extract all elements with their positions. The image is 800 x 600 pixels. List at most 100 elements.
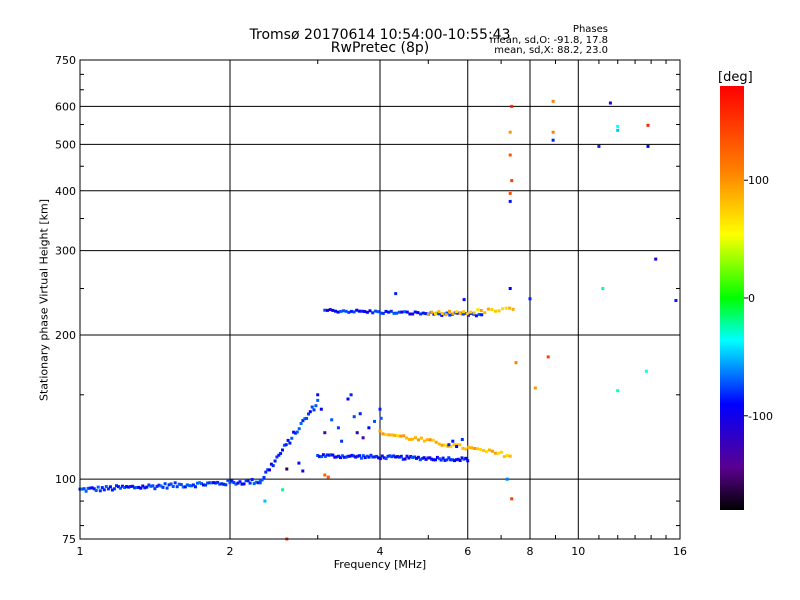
data-point <box>171 485 175 488</box>
data-point <box>390 433 394 437</box>
data-point <box>426 313 430 316</box>
data-point <box>356 454 360 458</box>
data-point <box>360 309 364 313</box>
data-point <box>342 309 345 313</box>
data-point <box>361 454 365 458</box>
data-point <box>408 437 412 441</box>
data-point <box>448 309 451 313</box>
data-point <box>299 422 303 425</box>
data-point <box>185 483 189 487</box>
data-point <box>413 455 417 459</box>
data-point <box>228 481 232 485</box>
data-point <box>447 456 451 460</box>
data-point <box>546 355 550 359</box>
data-point <box>405 310 409 314</box>
data-point <box>384 433 388 437</box>
data-point <box>286 438 290 442</box>
data-point <box>181 485 185 489</box>
data-point <box>396 434 400 438</box>
data-point <box>454 458 458 462</box>
data-point <box>310 405 314 409</box>
data-point <box>346 397 350 401</box>
data-point <box>336 310 340 314</box>
data-point <box>268 468 271 472</box>
data-point <box>327 453 331 457</box>
data-point <box>331 453 335 457</box>
data-point <box>428 438 432 442</box>
data-point <box>218 482 222 486</box>
stats-heading: Phases <box>572 24 608 35</box>
data-point <box>357 309 361 313</box>
data-point <box>340 454 344 458</box>
data-point <box>379 416 383 420</box>
data-point <box>365 454 369 458</box>
data-point <box>307 412 310 416</box>
data-point <box>155 484 159 488</box>
colorbar-tick-label: 0 <box>748 292 755 305</box>
data-point <box>424 457 428 461</box>
data-point <box>424 312 428 316</box>
data-point <box>456 457 460 461</box>
data-point <box>303 417 307 421</box>
data-point <box>141 484 145 488</box>
data-point <box>414 436 417 440</box>
data-point <box>238 480 242 484</box>
data-point <box>551 99 555 103</box>
data-point <box>301 469 305 473</box>
data-point <box>349 393 353 397</box>
data-point <box>422 439 426 443</box>
data-point <box>275 455 279 459</box>
data-point <box>323 454 327 458</box>
x-tick-label: 6 <box>464 545 471 558</box>
data-point <box>330 418 334 422</box>
data-point <box>348 454 352 458</box>
data-point <box>479 447 483 451</box>
data-point <box>373 419 376 423</box>
data-point <box>551 130 555 134</box>
data-point <box>443 443 447 447</box>
data-point <box>316 454 320 457</box>
data-point <box>344 309 348 313</box>
data-point <box>551 138 555 142</box>
data-point <box>451 312 455 316</box>
data-point <box>339 309 343 313</box>
data-point <box>401 457 405 461</box>
data-point <box>389 309 393 313</box>
data-point <box>161 485 165 489</box>
data-point <box>326 308 329 312</box>
data-point <box>305 416 309 420</box>
data-point <box>220 482 224 486</box>
data-point <box>431 438 435 442</box>
data-point <box>496 451 500 455</box>
data-point <box>473 447 477 450</box>
data-point <box>262 476 266 479</box>
data-point <box>508 191 512 195</box>
data-point <box>440 313 444 317</box>
data-point <box>437 442 441 446</box>
data-point <box>125 485 129 489</box>
data-point <box>445 458 449 462</box>
data-point <box>335 455 339 459</box>
data-point <box>131 484 135 488</box>
data-point <box>380 454 384 458</box>
y-tick-label: 500 <box>55 138 76 151</box>
data-point <box>420 457 424 460</box>
data-point <box>435 455 439 459</box>
data-point <box>367 455 371 459</box>
data-point <box>281 488 285 492</box>
data-point <box>153 487 157 491</box>
data-point <box>421 311 425 315</box>
data-point <box>323 308 327 312</box>
data-point <box>480 313 484 317</box>
data-point <box>458 443 462 447</box>
data-point <box>654 257 658 261</box>
data-point <box>326 475 330 479</box>
data-point <box>285 467 289 471</box>
data-point <box>387 433 391 437</box>
y-tick-label: 400 <box>55 185 76 198</box>
data-point <box>145 485 149 489</box>
data-point <box>470 446 474 450</box>
data-point <box>488 448 491 452</box>
data-point <box>316 393 320 397</box>
data-point <box>381 311 385 315</box>
